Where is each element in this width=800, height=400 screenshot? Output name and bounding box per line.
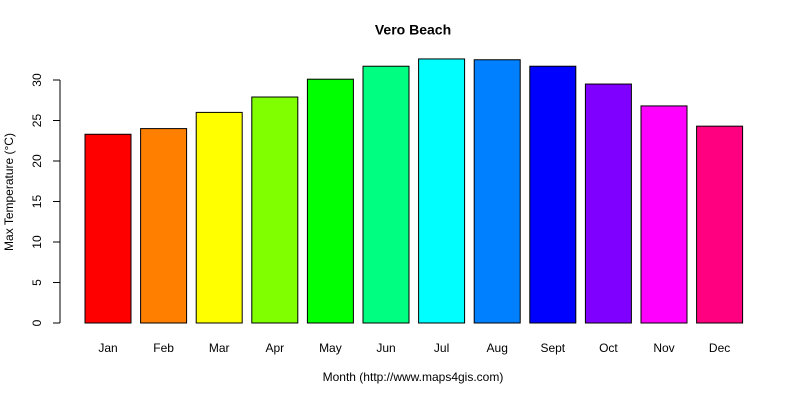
bar (140, 128, 188, 324)
bar (195, 111, 243, 324)
x-tick-label: Jun (376, 341, 395, 355)
bar (251, 96, 299, 324)
bar (84, 133, 132, 324)
x-tick-label: Nov (653, 341, 674, 355)
chart-title: Vero Beach (375, 22, 451, 38)
bar (306, 78, 354, 324)
x-tick-label: Oct (599, 341, 618, 355)
y-tick-label: 25 (30, 114, 44, 128)
bar (473, 59, 521, 324)
bar (418, 58, 466, 324)
x-tick-label: Sept (540, 341, 565, 355)
x-tick-label: Feb (153, 341, 174, 355)
y-tick-label: 30 (30, 73, 44, 87)
bar (584, 83, 632, 324)
x-tick-label: Apr (265, 341, 284, 355)
bar (640, 105, 688, 324)
y-tick-label: 15 (30, 195, 44, 209)
x-tick-label: Dec (709, 341, 730, 355)
bar (362, 65, 410, 324)
x-axis-title: Month (http://www.maps4gis.com) (323, 370, 504, 384)
y-tick-label: 5 (30, 279, 44, 286)
x-tick-label: Mar (209, 341, 230, 355)
bar (696, 125, 744, 324)
bar (529, 65, 577, 324)
y-tick-label: 0 (30, 319, 44, 326)
x-tick-label: Jul (434, 341, 449, 355)
y-axis-title: Max Temperature (°C) (2, 133, 16, 251)
y-tick-label: 10 (30, 235, 44, 249)
y-tick-label: 20 (30, 154, 44, 168)
x-tick-label: Aug (487, 341, 508, 355)
x-tick-label: May (319, 341, 342, 355)
x-tick-label: Jan (98, 341, 117, 355)
